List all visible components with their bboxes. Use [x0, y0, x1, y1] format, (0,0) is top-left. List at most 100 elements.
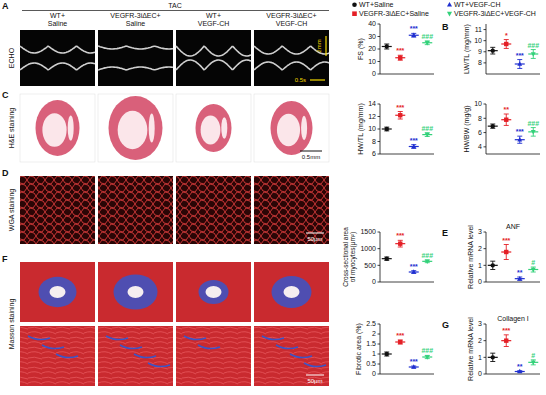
- scale-bar: [306, 233, 324, 234]
- y-axis-title-line: HW/BW (mg/g): [463, 105, 471, 152]
- header-line: Saline: [48, 20, 68, 27]
- interstitial-fibrosis: [106, 336, 128, 340]
- chart: 46810HW/BW (mg/g)*****###: [463, 100, 540, 154]
- plot-area: [488, 335, 539, 373]
- x-axis: [486, 74, 540, 75]
- error-cap: [531, 127, 536, 128]
- y-tick-label: 2.5: [366, 320, 376, 327]
- mean-marker: [385, 352, 389, 356]
- y-tick-label: 11: [475, 26, 482, 33]
- panel-letter: E: [442, 228, 448, 238]
- masson-vessel-image: [98, 262, 173, 322]
- echo-trace: [98, 67, 173, 70]
- echo-trace: [20, 63, 95, 70]
- heart-section: [271, 101, 313, 155]
- error-cap: [490, 269, 495, 270]
- significance: ***: [410, 358, 418, 365]
- condition-line: [22, 10, 329, 11]
- y-axis-title: FS (%): [357, 38, 365, 60]
- y-tick-label: 10: [368, 125, 376, 132]
- vessel-lumen: [50, 286, 66, 298]
- significance: **: [517, 363, 523, 370]
- y-tick: [484, 248, 487, 249]
- y-tick: [378, 364, 381, 365]
- heart-cavity: [301, 116, 307, 140]
- error-cap: [398, 119, 403, 120]
- y-axis-title-line: FS (%): [357, 38, 365, 60]
- scale-label: 0.5mm: [302, 154, 320, 160]
- y-tick: [378, 248, 381, 249]
- panel-letter: G: [442, 320, 449, 330]
- mean-marker: [504, 250, 508, 254]
- y-tick: [378, 49, 381, 50]
- error-cap: [531, 267, 536, 268]
- y-axis-title: Fibrotic area (%): [355, 323, 363, 375]
- y-tick: [484, 29, 487, 30]
- panel-letter: C: [2, 90, 9, 100]
- y-axis-title: Relative mRNA level: [467, 317, 474, 381]
- perivascular-fibrosis: [272, 276, 312, 308]
- y-tick-label: 30: [368, 33, 376, 40]
- mean-marker: [491, 355, 495, 359]
- y-tick: [484, 282, 487, 283]
- y-axis-title: Relative mRNA level: [467, 225, 474, 289]
- legend-marker: [447, 2, 452, 7]
- y-axis: [486, 232, 487, 282]
- error-cap: [517, 136, 522, 137]
- significance: ###: [421, 347, 433, 354]
- masson-vessel-image: [254, 262, 329, 322]
- mean-marker: [425, 41, 430, 45]
- mean-marker: [398, 113, 402, 117]
- y-tick: [378, 116, 381, 117]
- y-tick: [484, 232, 487, 233]
- interstitial-fibrosis: [56, 354, 78, 358]
- heart-cavity: [68, 115, 74, 140]
- significance: #: [531, 352, 535, 359]
- y-tick-label: 0: [372, 278, 376, 285]
- y-axis-title-line: Relative mRNA level: [467, 225, 474, 289]
- heart-section: [196, 104, 232, 152]
- column-header: VEGFR-3iΔEC+Saline: [110, 12, 160, 27]
- masson-interstitial-image: [176, 326, 251, 386]
- significance: **: [517, 269, 523, 276]
- panel-letter: B: [442, 22, 449, 32]
- y-axis-title-line: Fibrotic area (%): [355, 323, 363, 375]
- mean-marker: [491, 48, 495, 52]
- chart: 0123Relative mRNA levelANF*****#: [467, 223, 540, 289]
- error-cap: [490, 47, 495, 48]
- chart: 050010001500Cross-sectional areaof myocy…: [342, 227, 434, 287]
- y-tick: [484, 104, 487, 105]
- error-cap: [531, 136, 536, 137]
- y-axis-title: Cross-sectional area: [342, 227, 349, 287]
- perivascular-fibrosis: [199, 280, 229, 304]
- significance: ###: [421, 252, 433, 259]
- echo-trace: [176, 60, 251, 70]
- plot-area: [382, 240, 433, 273]
- y-tick-label: 2: [478, 337, 482, 344]
- legend-label: WT+VEGF-CH: [454, 1, 500, 8]
- masson-interstitial-image: [254, 326, 329, 386]
- error-cap: [398, 111, 403, 112]
- y-tick: [484, 62, 487, 63]
- header-line: WT+: [206, 12, 221, 19]
- y-tick: [378, 74, 381, 75]
- y-axis-title-line: LW/TL (mg/mm): [463, 24, 471, 74]
- wga-image: [20, 176, 95, 244]
- masson-vessel-image: [176, 262, 251, 322]
- interstitial-fibrosis: [28, 336, 50, 340]
- condition-label: TAC: [168, 2, 181, 9]
- mean-marker: [411, 269, 416, 273]
- y-tick-label: 8: [478, 115, 482, 122]
- y-tick-label: 2: [372, 330, 376, 337]
- y-tick-label: 1: [478, 262, 482, 269]
- mean-marker: [425, 355, 430, 359]
- y-tick-label: 4: [478, 143, 482, 150]
- y-tick-label: 10: [474, 37, 482, 44]
- row-label: H&E staining: [8, 108, 16, 149]
- y-tick: [378, 129, 381, 130]
- scale-label: 50μm: [307, 378, 322, 384]
- he-image: [20, 94, 95, 162]
- y-tick-label: 1: [478, 354, 482, 361]
- x-axis: [380, 154, 434, 155]
- panel-letter: D: [2, 168, 9, 178]
